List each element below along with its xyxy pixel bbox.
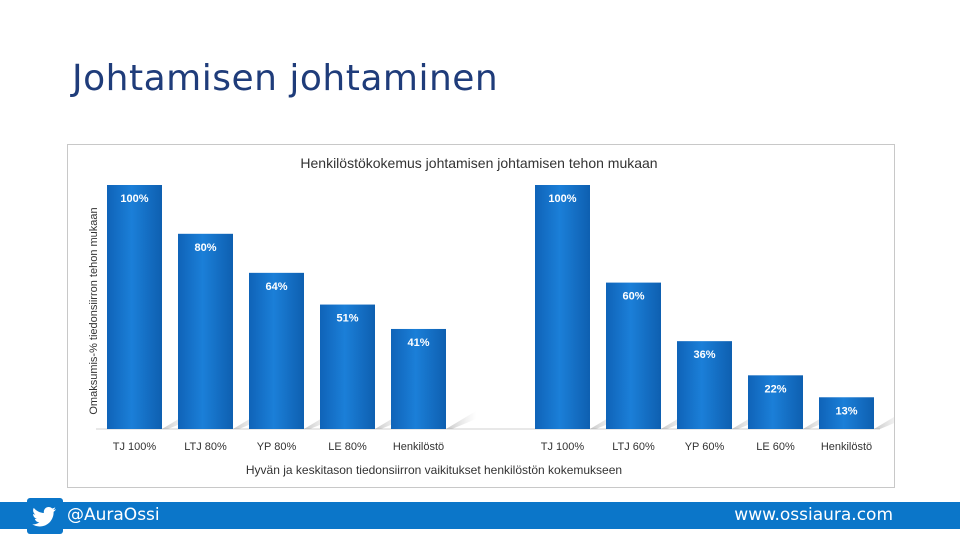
x-tick-label: LE 80% bbox=[328, 441, 367, 453]
bar-value-label: 100% bbox=[548, 193, 576, 205]
x-tick-label: LE 60% bbox=[756, 441, 795, 453]
bar-1-1 bbox=[107, 185, 162, 429]
x-tick-label: LTJ 60% bbox=[612, 441, 655, 453]
bar-value-label: 100% bbox=[120, 193, 148, 205]
twitter-badge[interactable] bbox=[27, 498, 63, 534]
bar-chart: Henkilöstökokemus johtamisen johtamisen … bbox=[88, 155, 894, 477]
bar-value-label: 60% bbox=[622, 291, 644, 303]
bar-value-label: 13% bbox=[835, 405, 857, 417]
y-axis-label: Omaksumis-% tiedonsiirron tehon mukaan bbox=[88, 207, 100, 414]
bar-2-1 bbox=[535, 185, 590, 429]
bar-value-label: 64% bbox=[265, 281, 287, 293]
x-tick-label: Henkilöstö bbox=[821, 441, 872, 453]
chart-frame: Henkilöstökokemus johtamisen johtamisen … bbox=[67, 144, 895, 488]
x-tick-label: TJ 100% bbox=[113, 441, 157, 453]
chart-title: Henkilöstökokemus johtamisen johtamisen … bbox=[300, 155, 657, 171]
bar-shadow bbox=[874, 417, 894, 429]
footer-bar bbox=[0, 502, 960, 529]
bar-2-5 bbox=[819, 397, 874, 429]
footer-twitter-handle[interactable]: @AuraOssi bbox=[67, 505, 160, 525]
bar-2-2 bbox=[606, 282, 661, 429]
x-axis-label: Hyvän ja keskitason tiedonsiirron vaikit… bbox=[246, 463, 622, 477]
bar-value-label: 22% bbox=[764, 383, 786, 395]
twitter-bird-icon bbox=[32, 507, 57, 527]
bar-2-4 bbox=[748, 375, 803, 429]
bar-2-3 bbox=[677, 341, 732, 429]
x-tick-label: LTJ 80% bbox=[184, 441, 227, 453]
x-tick-label: TJ 100% bbox=[541, 441, 585, 453]
bar-value-label: 51% bbox=[336, 313, 358, 325]
bar-value-label: 80% bbox=[194, 242, 216, 254]
slide-title: Johtamisen johtaminen bbox=[72, 58, 499, 99]
bar-value-label: 41% bbox=[407, 337, 429, 349]
bar-1-5 bbox=[391, 328, 446, 429]
bar-1-3 bbox=[249, 272, 304, 429]
bar-value-label: 36% bbox=[693, 349, 715, 361]
bar-1-4 bbox=[320, 304, 375, 429]
bar-1-2 bbox=[178, 233, 233, 429]
x-tick-label: YP 80% bbox=[257, 441, 297, 453]
bar-shadow bbox=[446, 411, 476, 429]
x-tick-label: Henkilöstö bbox=[393, 441, 444, 453]
footer-website-url[interactable]: www.ossiaura.com bbox=[734, 505, 893, 525]
x-tick-label: YP 60% bbox=[685, 441, 725, 453]
